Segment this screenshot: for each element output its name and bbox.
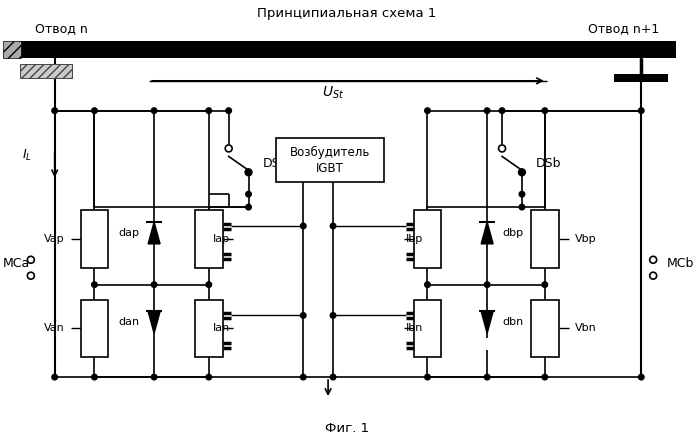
Polygon shape bbox=[148, 311, 160, 333]
Circle shape bbox=[638, 374, 644, 380]
Circle shape bbox=[484, 282, 490, 288]
Text: $U_{St}$: $U_{St}$ bbox=[322, 85, 345, 101]
Text: dbn: dbn bbox=[502, 317, 524, 327]
Circle shape bbox=[499, 108, 505, 113]
Circle shape bbox=[425, 282, 431, 288]
Circle shape bbox=[330, 374, 336, 380]
Circle shape bbox=[27, 272, 34, 279]
Bar bbox=[531, 299, 559, 357]
Circle shape bbox=[225, 145, 232, 152]
Circle shape bbox=[542, 108, 547, 113]
Circle shape bbox=[52, 108, 57, 113]
Bar bbox=[195, 210, 223, 268]
Bar bbox=[614, 74, 668, 82]
Text: dbp: dbp bbox=[502, 228, 523, 238]
Circle shape bbox=[206, 108, 212, 113]
Text: DSa: DSa bbox=[262, 157, 288, 170]
Circle shape bbox=[638, 108, 644, 113]
Circle shape bbox=[330, 313, 336, 318]
Circle shape bbox=[301, 374, 306, 380]
Circle shape bbox=[484, 374, 490, 380]
Bar bbox=[531, 210, 559, 268]
Bar bbox=[3, 41, 21, 58]
Bar bbox=[414, 210, 441, 268]
Bar bbox=[18, 41, 676, 58]
Text: dap: dap bbox=[118, 228, 139, 238]
Polygon shape bbox=[481, 222, 493, 244]
Bar bbox=[195, 299, 223, 357]
Circle shape bbox=[484, 108, 490, 113]
Circle shape bbox=[425, 108, 431, 113]
Circle shape bbox=[425, 374, 431, 380]
Text: Ian: Ian bbox=[212, 323, 230, 334]
Bar bbox=[80, 210, 108, 268]
Text: Возбудитель: Возбудитель bbox=[290, 146, 370, 159]
Text: Iap: Iap bbox=[212, 234, 230, 244]
Text: Ibn: Ibn bbox=[406, 323, 424, 334]
Text: Фиг. 1: Фиг. 1 bbox=[325, 422, 369, 435]
Circle shape bbox=[301, 223, 306, 229]
Polygon shape bbox=[481, 311, 493, 333]
Circle shape bbox=[519, 191, 525, 197]
Circle shape bbox=[649, 256, 656, 263]
Text: Vbn: Vbn bbox=[575, 323, 596, 334]
Circle shape bbox=[519, 204, 525, 210]
Bar bbox=[20, 64, 71, 78]
Circle shape bbox=[519, 169, 526, 176]
Circle shape bbox=[52, 374, 57, 380]
Circle shape bbox=[498, 145, 505, 152]
Text: Отвод n+1: Отвод n+1 bbox=[588, 22, 659, 35]
Text: Vbp: Vbp bbox=[575, 234, 596, 244]
Polygon shape bbox=[148, 222, 160, 244]
Circle shape bbox=[246, 191, 252, 197]
Text: Отвод n: Отвод n bbox=[35, 22, 88, 35]
Text: MCb: MCb bbox=[667, 257, 695, 270]
Text: dan: dan bbox=[118, 317, 139, 327]
Circle shape bbox=[226, 108, 231, 113]
Text: Ibp: Ibp bbox=[406, 234, 424, 244]
Bar bbox=[414, 299, 441, 357]
Circle shape bbox=[27, 256, 34, 263]
Text: $I_L$: $I_L$ bbox=[22, 148, 32, 163]
Circle shape bbox=[206, 374, 212, 380]
Circle shape bbox=[92, 108, 97, 113]
Circle shape bbox=[151, 108, 157, 113]
Circle shape bbox=[92, 374, 97, 380]
Circle shape bbox=[206, 282, 212, 288]
Circle shape bbox=[301, 313, 306, 318]
Circle shape bbox=[92, 282, 97, 288]
Text: DSb: DSb bbox=[536, 157, 561, 170]
Text: Vap: Vap bbox=[44, 234, 64, 244]
Circle shape bbox=[151, 282, 157, 288]
Circle shape bbox=[246, 204, 252, 210]
Circle shape bbox=[542, 282, 547, 288]
Text: Принципиальная схема 1: Принципиальная схема 1 bbox=[257, 7, 437, 20]
Circle shape bbox=[649, 272, 656, 279]
Bar bbox=[80, 299, 108, 357]
Text: MCa: MCa bbox=[2, 257, 29, 270]
Circle shape bbox=[151, 374, 157, 380]
Circle shape bbox=[330, 223, 336, 229]
Circle shape bbox=[542, 374, 547, 380]
Bar bbox=[276, 139, 384, 182]
Circle shape bbox=[245, 169, 252, 176]
Text: IGBT: IGBT bbox=[316, 162, 344, 175]
Text: Van: Van bbox=[44, 323, 64, 334]
